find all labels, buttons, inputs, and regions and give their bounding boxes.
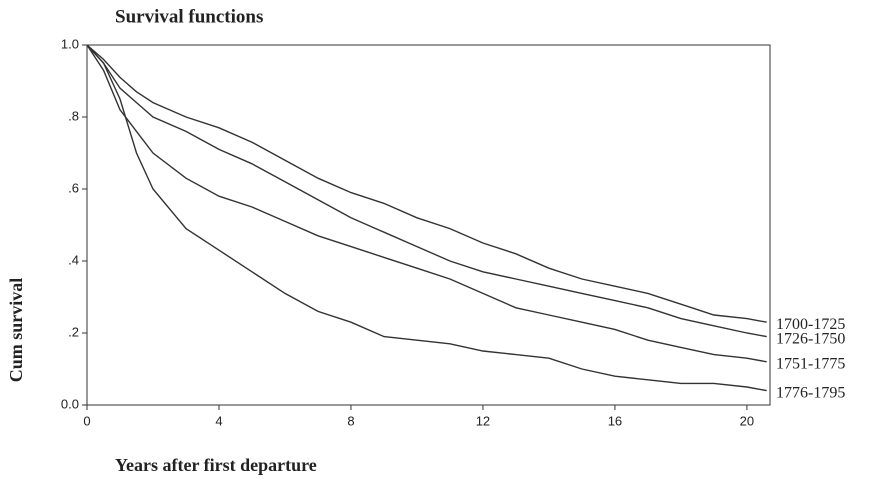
- y-tick-label: 1.0: [61, 36, 79, 51]
- x-axis-label: Years after first departure: [115, 455, 317, 475]
- series-line: [86, 44, 767, 392]
- y-tick-label: .8: [68, 108, 79, 123]
- legend-label: 1726-1750: [776, 330, 845, 347]
- y-axis-label: Cum survival: [6, 278, 26, 383]
- legend-label: 1776-1795: [776, 384, 845, 401]
- x-tick-label: 12: [476, 413, 490, 428]
- x-tick-label: 4: [215, 413, 222, 428]
- x-tick-label: 20: [740, 413, 754, 428]
- x-tick-label: 16: [608, 413, 622, 428]
- y-tick-label: .2: [68, 324, 79, 339]
- series-line: [86, 44, 767, 338]
- y-tick-label: .6: [68, 180, 79, 195]
- chart-title: Survival functions: [115, 6, 263, 27]
- y-tick-label: .4: [68, 252, 79, 267]
- series-line: [86, 44, 767, 323]
- plot-frame: [86, 44, 771, 406]
- legend-label: 1751-1775: [776, 355, 845, 372]
- x-tick-label: 8: [347, 413, 354, 428]
- x-tick-label: 0: [83, 413, 90, 428]
- y-tick-label: 0.0: [61, 396, 79, 411]
- series-line: [86, 44, 767, 363]
- legend-label: 1700-1725: [776, 316, 845, 333]
